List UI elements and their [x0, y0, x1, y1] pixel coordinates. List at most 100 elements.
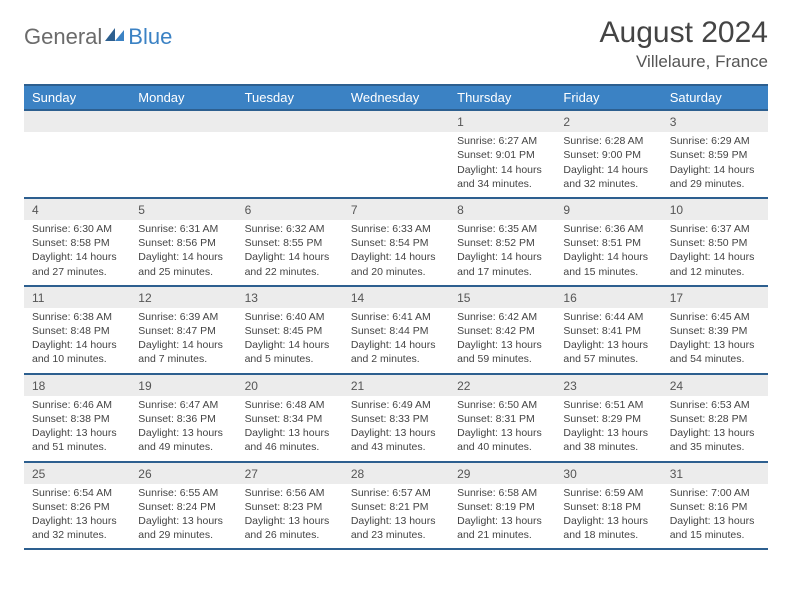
sunset-text: Sunset: 8:18 PM [563, 500, 653, 514]
weekday-header: Thursday [449, 85, 555, 110]
day-detail-cell: Sunrise: 6:46 AMSunset: 8:38 PMDaylight:… [24, 396, 130, 462]
daylight-text: Daylight: 14 hours and 17 minutes. [457, 250, 547, 278]
sunrise-text: Sunrise: 6:55 AM [138, 486, 228, 500]
day-detail-cell: Sunrise: 6:59 AMSunset: 8:18 PMDaylight:… [555, 484, 661, 550]
sunrise-text: Sunrise: 6:45 AM [670, 310, 760, 324]
daylight-text: Daylight: 14 hours and 25 minutes. [138, 250, 228, 278]
daylight-text: Daylight: 13 hours and 46 minutes. [245, 426, 335, 454]
sunset-text: Sunset: 8:23 PM [245, 500, 335, 514]
day-detail-cell: Sunrise: 6:40 AMSunset: 8:45 PMDaylight:… [237, 308, 343, 374]
day-detail-cell: Sunrise: 6:33 AMSunset: 8:54 PMDaylight:… [343, 220, 449, 286]
weekday-header: Saturday [662, 85, 768, 110]
month-title: August 2024 [600, 16, 768, 50]
day-detail-cell [237, 132, 343, 198]
weekday-header-row: SundayMondayTuesdayWednesdayThursdayFrid… [24, 85, 768, 110]
sunset-text: Sunset: 9:01 PM [457, 148, 547, 162]
sunset-text: Sunset: 8:55 PM [245, 236, 335, 250]
weekday-header: Sunday [24, 85, 130, 110]
daylight-text: Daylight: 13 hours and 15 minutes. [670, 514, 760, 542]
sunrise-text: Sunrise: 7:00 AM [670, 486, 760, 500]
sunrise-text: Sunrise: 6:31 AM [138, 222, 228, 236]
sunset-text: Sunset: 8:28 PM [670, 412, 760, 426]
day-detail-cell: Sunrise: 6:38 AMSunset: 8:48 PMDaylight:… [24, 308, 130, 374]
day-number-cell: 5 [130, 198, 236, 220]
daylight-text: Daylight: 14 hours and 20 minutes. [351, 250, 441, 278]
sunrise-text: Sunrise: 6:58 AM [457, 486, 547, 500]
sunset-text: Sunset: 8:26 PM [32, 500, 122, 514]
day-number-row: 18192021222324 [24, 374, 768, 396]
sunrise-text: Sunrise: 6:40 AM [245, 310, 335, 324]
day-number-cell: 31 [662, 462, 768, 484]
daylight-text: Daylight: 14 hours and 32 minutes. [563, 163, 653, 191]
sunrise-text: Sunrise: 6:36 AM [563, 222, 653, 236]
day-detail-cell: Sunrise: 6:32 AMSunset: 8:55 PMDaylight:… [237, 220, 343, 286]
day-number-cell [130, 110, 236, 132]
day-detail-cell: Sunrise: 6:45 AMSunset: 8:39 PMDaylight:… [662, 308, 768, 374]
sunset-text: Sunset: 8:56 PM [138, 236, 228, 250]
sunrise-text: Sunrise: 6:38 AM [32, 310, 122, 324]
sunrise-text: Sunrise: 6:57 AM [351, 486, 441, 500]
day-detail-cell: Sunrise: 6:41 AMSunset: 8:44 PMDaylight:… [343, 308, 449, 374]
daylight-text: Daylight: 13 hours and 29 minutes. [138, 514, 228, 542]
day-detail-cell: Sunrise: 6:27 AMSunset: 9:01 PMDaylight:… [449, 132, 555, 198]
logo: General Blue [24, 24, 172, 50]
sunrise-text: Sunrise: 6:29 AM [670, 134, 760, 148]
sunset-text: Sunset: 8:58 PM [32, 236, 122, 250]
day-number-cell: 17 [662, 286, 768, 308]
day-detail-cell [130, 132, 236, 198]
day-detail-cell: Sunrise: 6:28 AMSunset: 9:00 PMDaylight:… [555, 132, 661, 198]
logo-text-blue: Blue [128, 24, 172, 50]
day-number-row: 11121314151617 [24, 286, 768, 308]
sunrise-text: Sunrise: 6:50 AM [457, 398, 547, 412]
sunset-text: Sunset: 8:33 PM [351, 412, 441, 426]
sunset-text: Sunset: 8:34 PM [245, 412, 335, 426]
sunrise-text: Sunrise: 6:53 AM [670, 398, 760, 412]
sunrise-text: Sunrise: 6:27 AM [457, 134, 547, 148]
daylight-text: Daylight: 13 hours and 59 minutes. [457, 338, 547, 366]
logo-text-general: General [24, 24, 102, 50]
day-number-cell: 18 [24, 374, 130, 396]
sunrise-text: Sunrise: 6:51 AM [563, 398, 653, 412]
day-number-cell: 19 [130, 374, 236, 396]
day-number-cell: 16 [555, 286, 661, 308]
sunrise-text: Sunrise: 6:44 AM [563, 310, 653, 324]
day-detail-cell: Sunrise: 6:42 AMSunset: 8:42 PMDaylight:… [449, 308, 555, 374]
sunset-text: Sunset: 8:45 PM [245, 324, 335, 338]
day-detail-row: Sunrise: 6:38 AMSunset: 8:48 PMDaylight:… [24, 308, 768, 374]
day-detail-row: Sunrise: 6:46 AMSunset: 8:38 PMDaylight:… [24, 396, 768, 462]
day-detail-row: Sunrise: 6:54 AMSunset: 8:26 PMDaylight:… [24, 484, 768, 550]
sunrise-text: Sunrise: 6:48 AM [245, 398, 335, 412]
day-detail-cell: Sunrise: 6:56 AMSunset: 8:23 PMDaylight:… [237, 484, 343, 550]
day-detail-cell: Sunrise: 6:35 AMSunset: 8:52 PMDaylight:… [449, 220, 555, 286]
day-number-cell [343, 110, 449, 132]
day-detail-cell: Sunrise: 6:36 AMSunset: 8:51 PMDaylight:… [555, 220, 661, 286]
sunset-text: Sunset: 8:29 PM [563, 412, 653, 426]
sunrise-text: Sunrise: 6:32 AM [245, 222, 335, 236]
day-number-cell: 3 [662, 110, 768, 132]
sunset-text: Sunset: 8:31 PM [457, 412, 547, 426]
title-block: August 2024 Villelaure, France [600, 16, 768, 72]
day-number-cell [237, 110, 343, 132]
day-detail-cell: Sunrise: 6:29 AMSunset: 8:59 PMDaylight:… [662, 132, 768, 198]
daylight-text: Daylight: 14 hours and 29 minutes. [670, 163, 760, 191]
day-detail-cell: Sunrise: 6:44 AMSunset: 8:41 PMDaylight:… [555, 308, 661, 374]
sunset-text: Sunset: 8:16 PM [670, 500, 760, 514]
day-number-cell: 23 [555, 374, 661, 396]
sunset-text: Sunset: 8:50 PM [670, 236, 760, 250]
day-detail-cell: Sunrise: 6:51 AMSunset: 8:29 PMDaylight:… [555, 396, 661, 462]
daylight-text: Daylight: 13 hours and 51 minutes. [32, 426, 122, 454]
sunset-text: Sunset: 8:38 PM [32, 412, 122, 426]
sunset-text: Sunset: 8:19 PM [457, 500, 547, 514]
day-detail-cell: Sunrise: 6:57 AMSunset: 8:21 PMDaylight:… [343, 484, 449, 550]
day-number-cell: 9 [555, 198, 661, 220]
calendar-table: SundayMondayTuesdayWednesdayThursdayFrid… [24, 84, 768, 550]
sunrise-text: Sunrise: 6:37 AM [670, 222, 760, 236]
sunrise-text: Sunrise: 6:47 AM [138, 398, 228, 412]
day-detail-cell: Sunrise: 6:47 AMSunset: 8:36 PMDaylight:… [130, 396, 236, 462]
daylight-text: Daylight: 13 hours and 35 minutes. [670, 426, 760, 454]
sunset-text: Sunset: 8:44 PM [351, 324, 441, 338]
day-number-cell: 26 [130, 462, 236, 484]
sunset-text: Sunset: 9:00 PM [563, 148, 653, 162]
sunset-text: Sunset: 8:39 PM [670, 324, 760, 338]
day-number-row: 45678910 [24, 198, 768, 220]
